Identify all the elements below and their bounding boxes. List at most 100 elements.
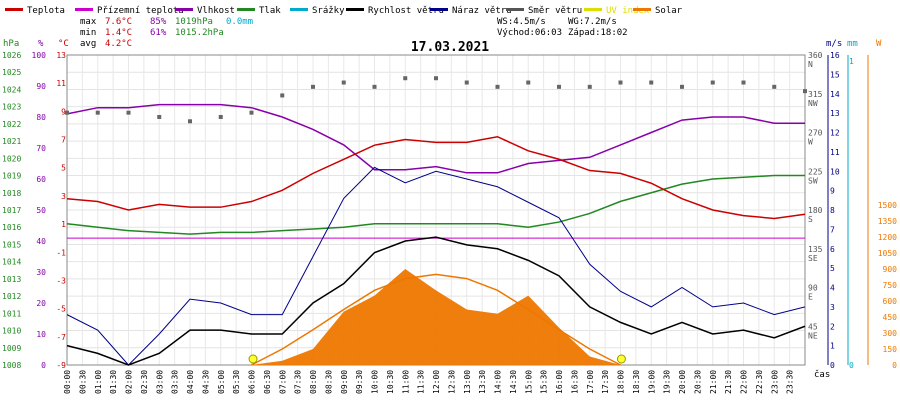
wind-direction-point: [157, 114, 162, 119]
legend-label: Vlhkost: [197, 6, 235, 16]
uv-marker: [616, 354, 626, 364]
tick-label-rain: 1: [849, 57, 854, 66]
tick-label-time: 11:30: [417, 370, 426, 394]
wind-direction-point: [218, 114, 223, 119]
tick-label-humidity: 10: [36, 330, 46, 339]
tick-label-compass: NW: [808, 99, 818, 108]
tick-label-time: 03:00: [155, 370, 164, 394]
tick-label-time: 14:00: [494, 370, 503, 394]
stat-avg-temp: 4.2°C: [105, 39, 132, 49]
axis-unit-labels: hPa % °C m/s mm W čas: [3, 39, 882, 380]
tick-label-time: 22:00: [740, 370, 749, 394]
tick-label-compass: NE: [808, 331, 818, 340]
legend-label: Teplota: [27, 6, 65, 16]
tick-label-time: 00:00: [63, 370, 72, 394]
wind-direction-point: [741, 80, 746, 85]
stat-sunrise: Východ:06:03: [497, 28, 562, 38]
tick-label-windspeed: 14: [830, 90, 840, 99]
tick-label-time: 12:00: [432, 370, 441, 394]
stat-max-temp: 7.6°C: [105, 17, 132, 27]
wind-direction-point: [403, 76, 408, 81]
legend-swatch: [430, 8, 448, 11]
tick-label-direction: 315: [808, 90, 823, 99]
tick-label-time: 14:30: [509, 370, 518, 394]
legend-label: Náraz větru: [452, 6, 512, 16]
tick-label-humidity: 50: [36, 206, 46, 215]
tick-label-direction: 90: [808, 284, 818, 293]
solar-area: [251, 269, 621, 365]
tick-label-windspeed: 7: [830, 225, 835, 234]
tick-label-time: 21:00: [709, 370, 718, 394]
tick-label-hpa: 1023: [2, 103, 21, 112]
tick-label-time: 06:00: [248, 370, 257, 394]
tick-label-time: 07:00: [278, 370, 287, 394]
wind-direction-point: [372, 84, 377, 89]
legend-label: Solar: [655, 6, 683, 16]
legend-item: Teplota: [5, 6, 65, 16]
tick-label-solar: 1200: [878, 233, 897, 242]
unit-mm: mm: [847, 39, 858, 49]
tick-label-time: 20:00: [678, 370, 687, 394]
tick-label-time: 23:00: [770, 370, 779, 394]
temperature-line: [66, 135, 806, 220]
tick-label-direction: 180: [808, 206, 823, 215]
tick-label-time: 19:30: [663, 370, 672, 394]
tick-label-hpa: 1024: [2, 85, 21, 94]
tick-label-solar: 750: [883, 281, 898, 290]
tick-label-time: 20:30: [693, 370, 702, 394]
legend-item: UV index: [584, 6, 650, 16]
tick-label-hpa: 1026: [2, 51, 21, 60]
legend-label: Směr větru: [528, 6, 582, 16]
tick-label-direction: 360: [808, 51, 823, 60]
tick-label-windspeed: 4: [830, 284, 835, 293]
tick-label-hpa: 1020: [2, 154, 21, 163]
stat-min-press: 1015.2hPa: [175, 28, 224, 38]
tick-label-time: 15:00: [524, 370, 533, 394]
wind-direction-point: [249, 110, 254, 115]
tick-label-humidity: 60: [36, 175, 46, 184]
stat-max-hum: 85%: [150, 17, 167, 27]
tick-label-compass: SW: [808, 176, 818, 185]
tick-label-compass: W: [808, 138, 813, 147]
legend-swatch: [75, 8, 93, 11]
legend-item: Přízemní teplota: [75, 6, 184, 16]
tick-label-windspeed: 10: [830, 167, 840, 176]
legend-item: Tlak: [237, 6, 281, 16]
unit-hpa: hPa: [3, 39, 19, 49]
legend-item: Solar: [633, 6, 683, 16]
tick-label-windspeed: 2: [830, 322, 835, 331]
tick-label-solar: 1050: [878, 249, 897, 258]
wind-gust-line: [66, 166, 806, 366]
wind-direction-point: [526, 80, 531, 85]
tick-label-windspeed: 16: [830, 51, 840, 60]
wind-direction-point: [710, 80, 715, 85]
tick-label-windspeed: 0: [830, 361, 835, 370]
wind-direction-point: [772, 84, 777, 89]
legend-item: Směr větru: [506, 6, 582, 16]
wind-direction-point: [803, 89, 807, 94]
tick-label-time: 02:30: [140, 370, 149, 394]
tick-label-solar: 300: [883, 329, 898, 338]
wind-direction-point: [126, 110, 131, 115]
tick-label-hpa: 1021: [2, 137, 21, 146]
tick-label-temperature: 3: [61, 192, 66, 201]
wind-direction-point: [495, 84, 500, 89]
tick-label-time: 05:00: [217, 370, 226, 394]
tick-label-time: 13:00: [463, 370, 472, 394]
tick-label-time: 09:30: [355, 370, 364, 394]
tick-label-time: 10:00: [371, 370, 380, 394]
wind-direction-point: [280, 93, 285, 98]
tick-label-windspeed: 9: [830, 187, 835, 196]
tick-label-time: 08:30: [324, 370, 333, 394]
unit-celsius: °C: [58, 39, 69, 49]
tick-label-compass: S: [808, 215, 813, 224]
wind-direction-point: [618, 80, 623, 85]
tick-label-hpa: 1025: [2, 68, 21, 77]
legend-item: Rychlost větru: [346, 6, 444, 16]
tick-label-time: 18:00: [617, 370, 626, 394]
legend-swatch: [584, 8, 602, 11]
tick-label-hpa: 1019: [2, 172, 21, 181]
legend-swatch: [346, 8, 364, 11]
tick-label-solar: 1500: [878, 201, 897, 210]
